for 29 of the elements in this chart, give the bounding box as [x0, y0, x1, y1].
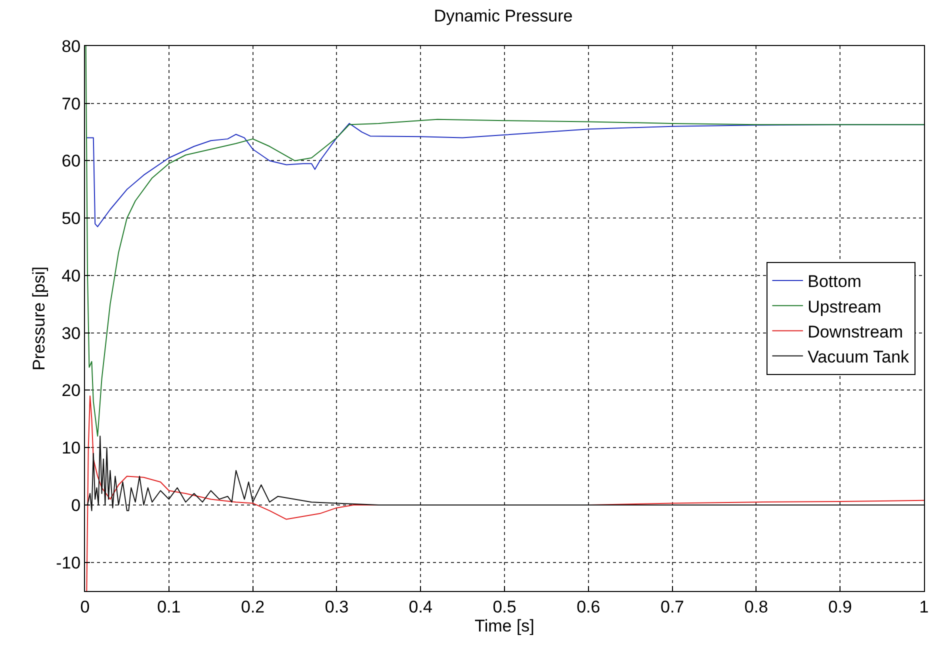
line-series — [85, 46, 924, 437]
line-series — [87, 436, 924, 512]
y-tick-label: 30 — [62, 324, 81, 343]
x-tick-label: 0.2 — [240, 597, 265, 616]
x-tick-label: 1 — [919, 597, 929, 616]
y-tick-label: 50 — [62, 209, 81, 228]
x-axis-title: Time [s] — [474, 616, 534, 636]
x-tick-label: 0.8 — [744, 597, 768, 616]
y-tick-label: 70 — [62, 94, 81, 114]
y-tick-label: 10 — [62, 438, 81, 458]
x-tick-label: 0.7 — [660, 597, 684, 616]
y-axis-title: Pressure [psi] — [30, 266, 49, 370]
legend-label: Downstream — [808, 322, 904, 342]
y-tick-label: -10 — [56, 553, 81, 572]
legend-label: Upstream — [808, 297, 882, 316]
y-tick-label: 60 — [62, 152, 81, 171]
y-tick-label: 0 — [71, 496, 81, 515]
y-tick-label: 80 — [62, 36, 81, 56]
y-tick-label: 20 — [62, 381, 81, 400]
legend-label: Bottom — [808, 272, 862, 292]
x-tick-label: 0.6 — [576, 597, 600, 616]
x-tick-label: 0.1 — [157, 597, 181, 616]
legend-label: Vacuum Tank — [808, 347, 910, 366]
chart-title: Dynamic Pressure — [434, 6, 573, 26]
x-tick-label: 0.3 — [324, 597, 349, 616]
y-tick-label: 40 — [62, 266, 81, 286]
x-tick-label: 0.4 — [408, 597, 432, 616]
x-tick-label: 0.5 — [492, 597, 516, 616]
x-tick-label: 0.9 — [828, 597, 852, 616]
